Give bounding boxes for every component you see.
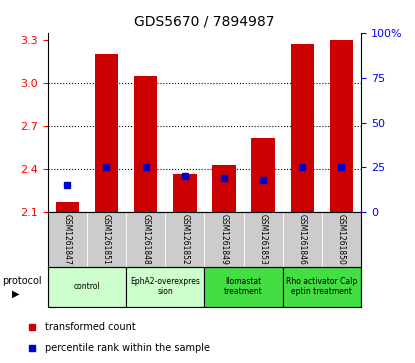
Bar [283, 267, 361, 307]
Text: GSM1261846: GSM1261846 [298, 214, 307, 265]
Text: EphA2-overexpres
sion: EphA2-overexpres sion [130, 277, 200, 297]
Bar [126, 267, 205, 307]
Text: GSM1261850: GSM1261850 [337, 214, 346, 265]
Bar [251, 138, 275, 212]
Bar [290, 44, 314, 212]
Bar [134, 76, 157, 212]
Text: Ilomastat
treatment: Ilomastat treatment [224, 277, 263, 297]
Bar [173, 174, 197, 212]
Text: GSM1261848: GSM1261848 [141, 214, 150, 265]
Text: protocol: protocol [2, 276, 42, 286]
Title: GDS5670 / 7894987: GDS5670 / 7894987 [134, 15, 275, 29]
Text: ▶: ▶ [12, 288, 20, 298]
Bar [205, 267, 283, 307]
Bar [212, 165, 236, 212]
Text: percentile rank within the sample: percentile rank within the sample [45, 343, 210, 354]
Text: GSM1261853: GSM1261853 [259, 214, 268, 265]
Text: control: control [73, 282, 100, 291]
Text: GSM1261847: GSM1261847 [63, 214, 72, 265]
Bar [95, 54, 118, 212]
Text: GSM1261852: GSM1261852 [180, 214, 189, 265]
Text: transformed count: transformed count [45, 322, 136, 332]
Bar [48, 267, 126, 307]
Text: GSM1261849: GSM1261849 [220, 214, 229, 265]
Bar [330, 40, 353, 212]
Text: Rho activator Calp
eptin treatment: Rho activator Calp eptin treatment [286, 277, 357, 297]
Text: GSM1261851: GSM1261851 [102, 214, 111, 265]
Bar [56, 202, 79, 212]
